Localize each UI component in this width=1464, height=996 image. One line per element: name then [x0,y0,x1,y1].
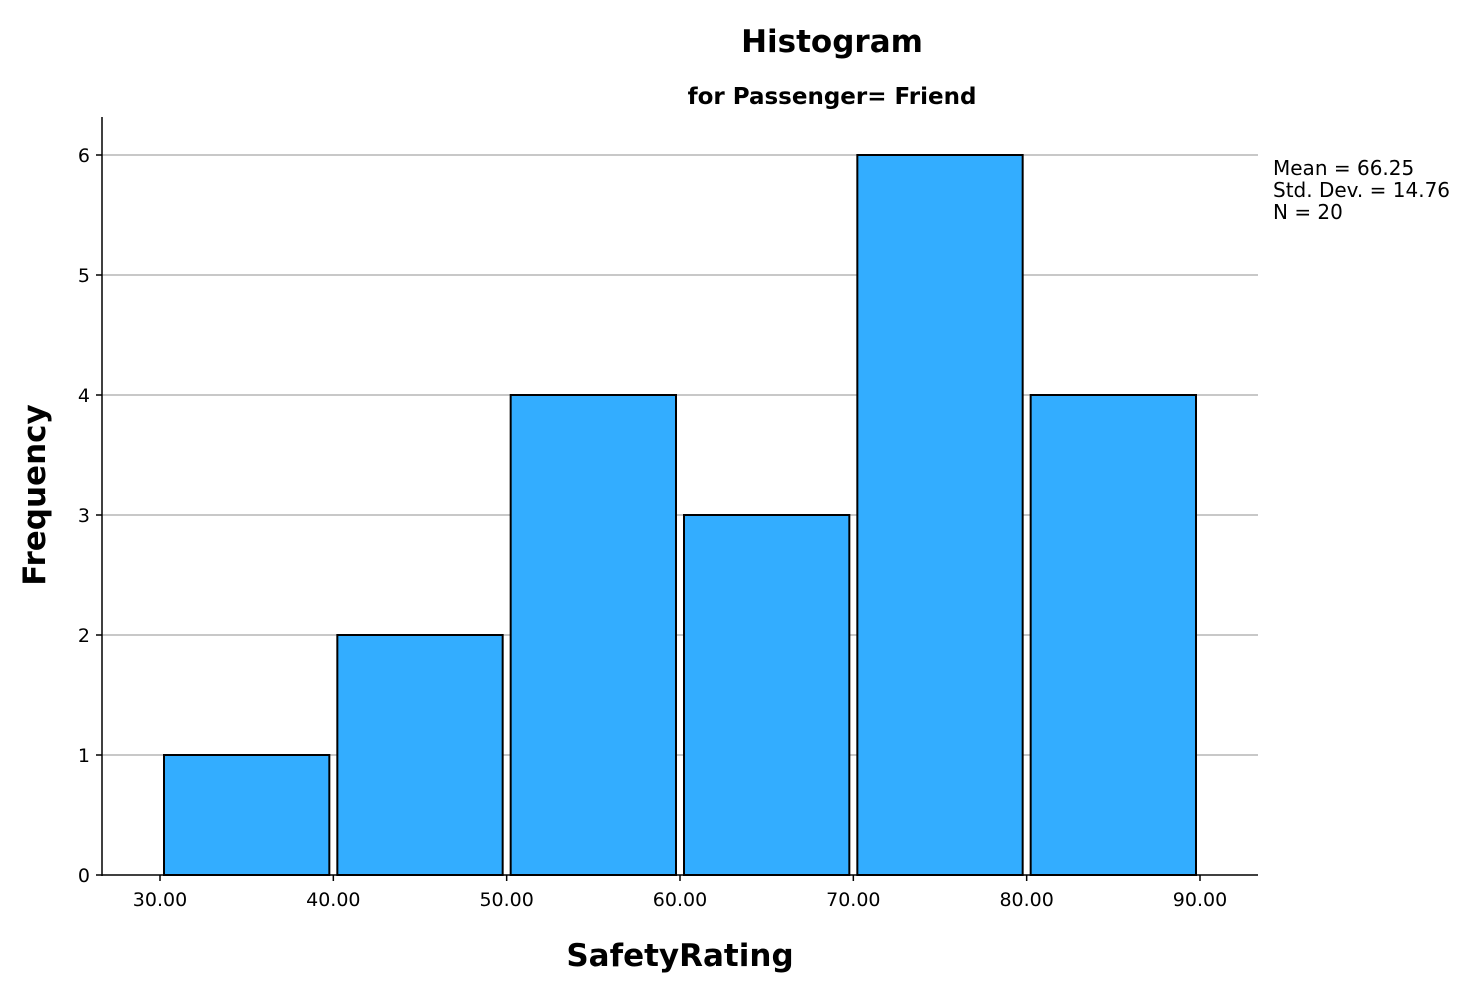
histogram-bar [336,634,504,876]
histogram-bar [856,154,1024,876]
y-tick-label: 5 [78,265,90,287]
stats-mean: Mean = 66.25 [1273,156,1414,180]
y-tick-label: 1 [78,745,90,767]
stats-std-dev: Std. Dev. = 14.76 [1273,178,1450,202]
stats-box: Mean = 66.25 Std. Dev. = 14.76 N = 20 [1273,156,1450,224]
x-tick-label: 50.00 [479,889,533,911]
x-tick-label: 70.00 [826,889,880,911]
chart-title: Histogram [741,24,923,60]
x-axis-ticks: 30.00 40.00 50.00 60.00 70.00 80.00 90.00 [133,875,1227,911]
y-tick-label: 2 [78,625,90,647]
stats-n: N = 20 [1273,200,1343,224]
chart-subtitle: for Passenger= Friend [688,84,977,110]
y-tick-label: 3 [78,505,90,527]
histogram-bar [683,514,851,876]
histogram-bar [163,754,331,876]
y-axis-label: Frequency [17,404,53,585]
histogram-bars [163,154,1197,876]
x-tick-label: 60.00 [653,889,707,911]
x-tick-label: 80.00 [999,889,1053,911]
y-axis-ticks: 0 1 2 3 4 5 6 [78,145,102,887]
y-tick-label: 0 [78,865,90,887]
y-tick-label: 4 [78,385,90,407]
y-tick-label: 6 [78,145,90,167]
histogram-bar [509,394,677,876]
x-axis-label: SafetyRating [566,938,793,974]
x-tick-label: 90.00 [1173,889,1227,911]
x-tick-label: 30.00 [133,889,187,911]
x-tick-label: 40.00 [306,889,360,911]
histogram-bar [1029,394,1197,876]
